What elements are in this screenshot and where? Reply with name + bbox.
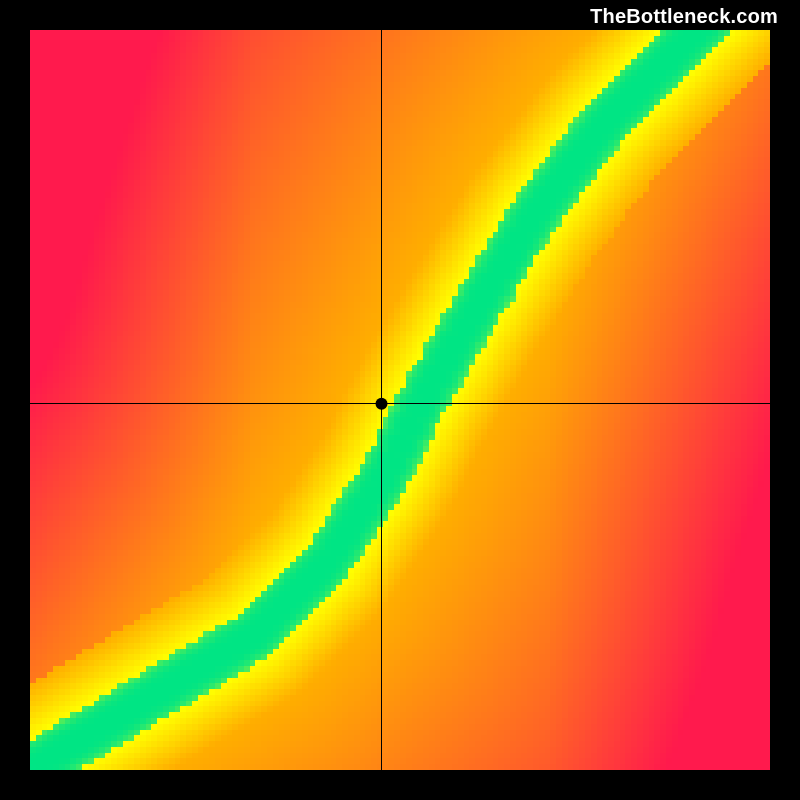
chart-root: TheBottleneck.com — [0, 0, 800, 800]
crosshair-horizontal — [30, 403, 770, 404]
crosshair-vertical — [381, 30, 382, 770]
watermark-text: TheBottleneck.com — [590, 6, 778, 29]
crosshair-marker — [0, 0, 800, 800]
